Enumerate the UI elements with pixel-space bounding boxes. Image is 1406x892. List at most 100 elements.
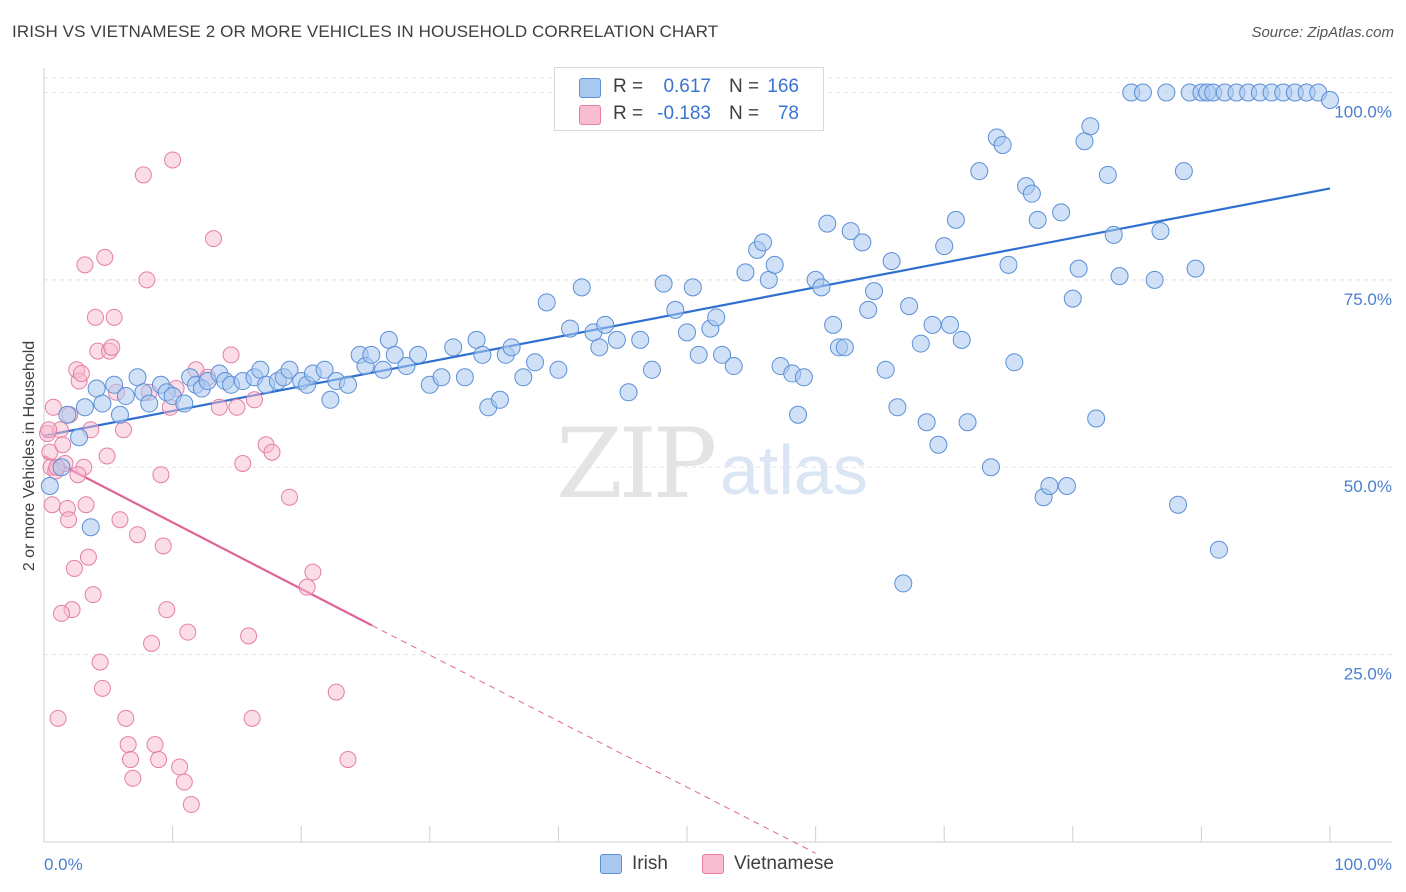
vietnamese-swatch: [579, 105, 601, 125]
vietnamese-point: [79, 548, 97, 566]
vietnamese-point: [103, 338, 121, 356]
vietnamese-point: [298, 578, 316, 596]
vietnamese-point: [243, 709, 261, 727]
irish-point: [549, 360, 568, 379]
vietnamese-point: [146, 736, 164, 754]
irish-point: [882, 252, 901, 271]
irish-point: [993, 135, 1012, 154]
vietnamese-point: [154, 537, 172, 555]
vietnamese-point: [281, 488, 299, 506]
vietnamese-point: [228, 398, 246, 416]
irish-point: [1186, 259, 1205, 278]
irish-point: [952, 330, 971, 349]
y-tick-label: 100.0%: [1334, 102, 1392, 121]
watermark-zip: ZIP: [556, 408, 717, 520]
irish-point: [753, 233, 772, 252]
vietnamese-point: [245, 391, 263, 409]
vietnamese-point: [65, 559, 83, 577]
vietnamese-point: [96, 248, 114, 266]
irish-point: [561, 319, 580, 338]
irish-point: [900, 297, 919, 316]
irish-point: [175, 394, 194, 413]
irish-point: [1075, 132, 1094, 151]
irish-point: [713, 345, 732, 364]
irish-point: [765, 255, 784, 274]
vietnamese-point: [54, 436, 72, 454]
irish-point: [642, 360, 661, 379]
irish-point: [397, 357, 416, 376]
irish-point: [689, 345, 708, 364]
vietnamese-point: [182, 796, 200, 814]
irish-point: [385, 345, 404, 364]
axes: [43, 68, 1392, 843]
irish-point: [52, 458, 71, 477]
correlation-legend: R = 0.617 N = 166 R = -0.183 N = 78: [554, 67, 824, 131]
vietnamese-point: [164, 151, 182, 169]
irish-swatch: [579, 78, 601, 98]
irish-point: [321, 390, 340, 409]
irish-point: [1151, 222, 1170, 241]
irish-point: [409, 345, 428, 364]
irish-point: [759, 270, 778, 289]
irish-point: [724, 357, 743, 376]
vietnamese-point: [93, 679, 111, 697]
irish-point: [110, 405, 129, 424]
vietnamese-point: [53, 604, 71, 622]
irish-point: [1057, 476, 1076, 495]
vietnamese-point: [222, 346, 240, 364]
irish-point: [596, 315, 615, 334]
series-legend: Irish Vietnamese: [0, 852, 1406, 878]
irish-point: [1133, 83, 1152, 102]
n-label: N =: [729, 76, 760, 97]
irish-point: [75, 398, 94, 417]
vietnamese-trend-extension: [371, 624, 816, 854]
irish-point: [490, 390, 509, 409]
irish-point: [981, 458, 1000, 477]
vietnamese-point: [304, 563, 322, 581]
irish-point: [835, 338, 854, 357]
irish-point: [958, 413, 977, 432]
irish-point: [251, 360, 270, 379]
vietnamese-point: [158, 601, 176, 619]
irish-point: [917, 413, 936, 432]
irish-point: [1104, 225, 1123, 244]
vietnamese-point: [98, 447, 116, 465]
vietnamese-point: [175, 773, 193, 791]
irish-point: [631, 330, 650, 349]
vietnamese-point: [134, 166, 152, 184]
irish-point: [707, 308, 726, 327]
vietnamese-point: [84, 586, 102, 604]
irish-point: [1110, 267, 1129, 286]
y-axis-label: 2 or more Vehicles in Household: [21, 341, 38, 571]
irish-point: [58, 405, 77, 424]
irish-point: [473, 345, 492, 364]
vietnamese-point: [179, 623, 197, 641]
vietnamese-point: [210, 398, 228, 416]
irish-point: [315, 360, 334, 379]
vietnamese-point: [150, 751, 168, 769]
irish-swatch: [600, 854, 622, 874]
irish-point: [140, 394, 159, 413]
x-tick-label-min: 0.0%: [44, 855, 83, 874]
vietnamese-point: [122, 751, 140, 769]
irish-point: [1087, 409, 1106, 428]
vietnamese-point: [205, 230, 223, 248]
vietnamese-point: [143, 634, 161, 652]
vietnamese-point: [339, 751, 357, 769]
vietnamese-point: [43, 496, 61, 514]
vietnamese-point: [327, 683, 345, 701]
vietnamese-point: [138, 271, 156, 289]
irish-point: [537, 293, 556, 312]
vietnamese-point: [91, 653, 109, 671]
irish-point: [1040, 476, 1059, 495]
irish-point: [678, 323, 696, 342]
legend-label-irish: Irish: [632, 853, 668, 874]
irish-point: [911, 334, 930, 353]
irish-point: [105, 375, 124, 394]
irish-point: [467, 330, 486, 349]
irish-point: [865, 282, 884, 301]
n-value: 166: [767, 76, 799, 97]
irish-point: [1022, 184, 1041, 203]
irish-point: [929, 435, 948, 454]
irish-point: [1321, 90, 1339, 109]
